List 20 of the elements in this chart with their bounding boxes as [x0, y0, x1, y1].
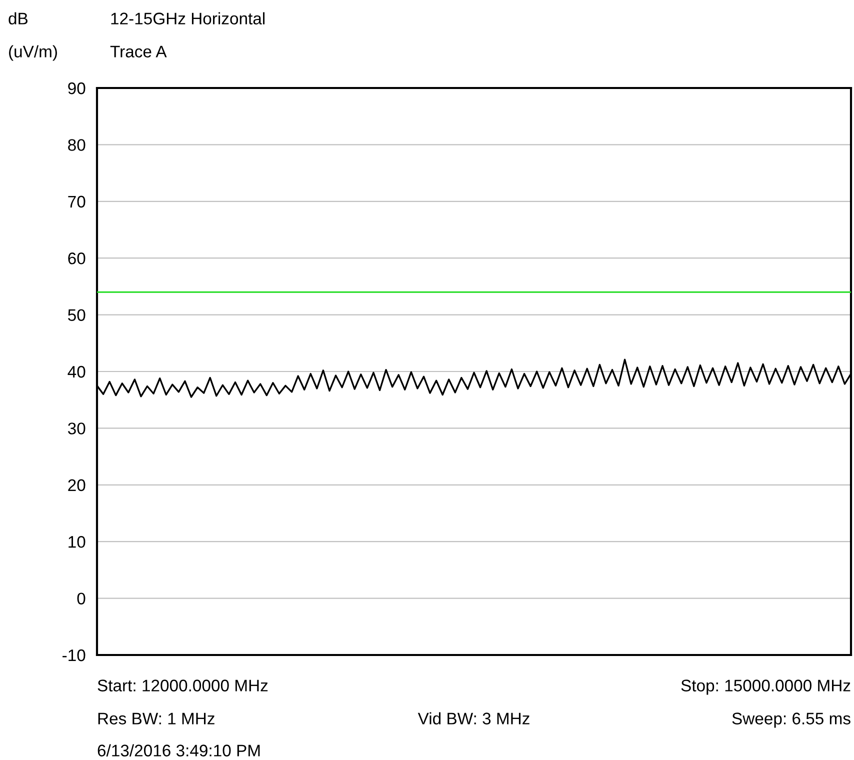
- chart-subtitle: Trace A: [110, 46, 167, 58]
- text: Res BW: 1 MHz: [98, 712, 214, 724]
- text: Stop: 15000.0000 MHz: [681, 680, 850, 695]
- y-tick-label: 50: [68, 309, 86, 322]
- y-tick-label: 80: [68, 139, 86, 151]
- y-tick-label: 60: [68, 252, 86, 264]
- chart-title: 12-15GHz Horizontal: [111, 12, 265, 24]
- y-tick-label: 10: [68, 536, 86, 548]
- text: Sweep: 6.55 ms: [732, 712, 850, 728]
- y-tick-label: 20: [68, 479, 86, 492]
- y-tick-label: 30: [68, 422, 86, 434]
- text: 6/13/2016 3:49:10 PM: [98, 744, 260, 756]
- y-tick-label: -10: [62, 649, 86, 662]
- y-tick-label: 90: [68, 82, 86, 94]
- y-tick-label: 70: [68, 196, 86, 208]
- text: Start: 12000.0000 MHz: [98, 680, 268, 692]
- y-tick-label: 0: [77, 592, 86, 605]
- text: dB (uV/m): [8, 12, 57, 61]
- text: Vid BW: 3 MHz: [418, 712, 530, 724]
- y-tick-label: 40: [68, 366, 86, 378]
